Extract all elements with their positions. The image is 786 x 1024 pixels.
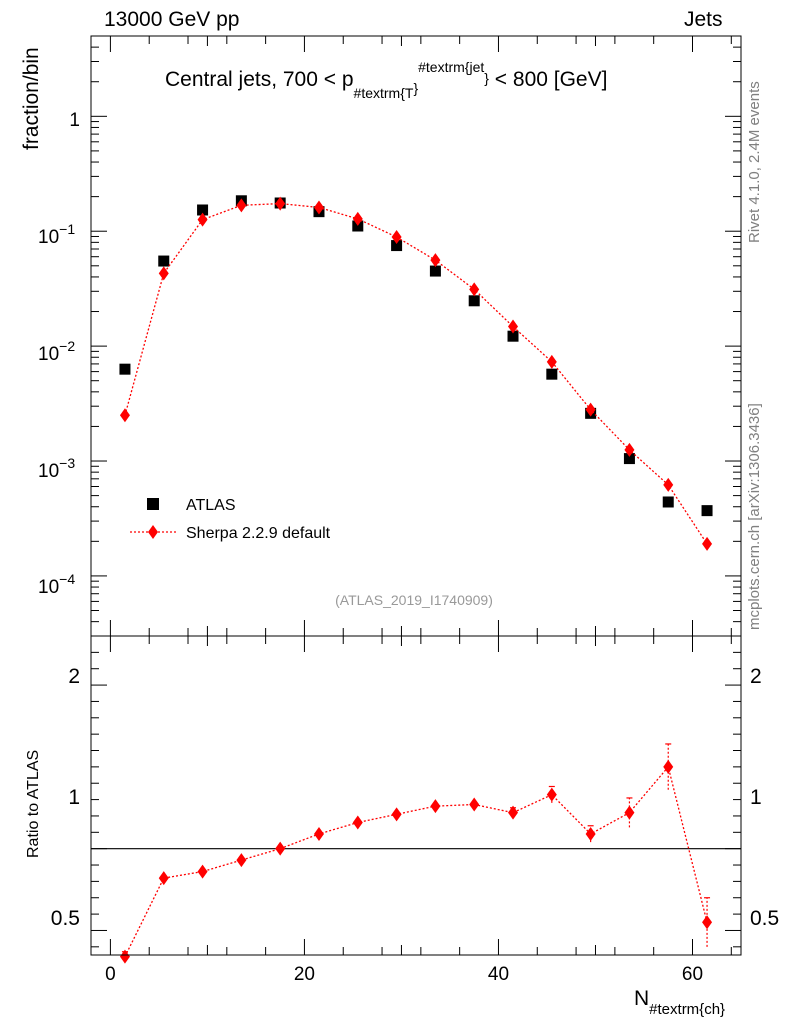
ratio-data-point <box>197 864 208 879</box>
sherpa-data-point <box>158 266 169 281</box>
sherpa-curve <box>124 202 708 545</box>
x-tick-label: 60 <box>682 964 703 985</box>
main-title: Central jets, 700 < p#textrm{T}#textrm{j… <box>165 59 607 101</box>
x-tick-label: 0 <box>105 964 116 985</box>
legend-atlas-marker <box>147 498 159 510</box>
analysis-id-watermark: (ATLAS_2019_I1740909) <box>335 592 493 608</box>
ratio-panel-frame <box>90 635 742 956</box>
legend-sherpa-marker <box>148 525 158 539</box>
atlas-data-point <box>197 204 209 216</box>
ratio-data-point <box>275 841 286 856</box>
y-tick-label-1: 1 <box>69 110 80 131</box>
x-tick-label: 20 <box>294 964 315 985</box>
ratio-curve <box>124 765 708 957</box>
ratio-data-point <box>391 807 402 822</box>
atlas-data-point <box>623 453 635 465</box>
y-tick-label-1e-2: 10−2 <box>38 338 75 365</box>
main-panel-marks <box>119 195 713 551</box>
ratio-panel-marks <box>91 743 741 964</box>
y-tick-label-1e-3: 10−3 <box>38 455 75 482</box>
axes-frames: 0 20 40 60 <box>90 35 742 985</box>
ratio-data-point <box>508 805 519 820</box>
sherpa-data-point <box>702 536 713 551</box>
ratio-y-tick-label-1: 1 <box>68 786 80 809</box>
y-tick-label-1e-1: 10−1 <box>38 221 75 248</box>
ratio-y-tick-label-1-right: 1 <box>750 786 762 809</box>
ratio-y-tick-label-0-5-right: 0.5 <box>750 907 779 930</box>
ratio-y-tick-label-2-right: 2 <box>750 665 762 688</box>
legend: ATLAS Sherpa 2.2.9 default <box>130 497 331 542</box>
atlas-data-point <box>468 295 480 307</box>
sherpa-data-point <box>469 282 480 297</box>
ratio-data-point <box>158 871 169 886</box>
y-tick-label-1e-4: 10−4 <box>38 571 75 598</box>
legend-sherpa-label: Sherpa 2.2.9 default <box>186 525 331 542</box>
ratio-data-point <box>469 797 480 812</box>
ratio-y-axis-title: Ratio to ATLAS <box>25 750 42 858</box>
legend-atlas-label: ATLAS <box>186 497 236 514</box>
atlas-data-point <box>391 240 403 252</box>
sherpa-data-point <box>197 212 208 227</box>
atlas-data-point <box>119 363 131 375</box>
ratio-data-point <box>236 853 247 868</box>
sherpa-data-point <box>585 402 596 417</box>
ratio-data-point <box>663 759 674 774</box>
atlas-data-point <box>507 330 519 342</box>
x-tick-label: 40 <box>488 964 509 985</box>
x-axis-title: N#textrm{ch} <box>634 987 725 1018</box>
atlas-data-point <box>429 265 441 277</box>
collision-energy-label: 13000 GeV pp <box>104 8 240 31</box>
main-panel-frame <box>90 35 742 637</box>
sherpa-data-point <box>546 354 557 369</box>
atlas-data-point <box>546 368 558 380</box>
ratio-y-tick-label-2: 2 <box>68 665 80 688</box>
main-y-axis-title: fraction/bin <box>20 47 43 150</box>
sherpa-data-point <box>391 230 402 245</box>
atlas-data-point <box>662 496 674 508</box>
ratio-data-point <box>546 787 557 802</box>
process-label: Jets <box>684 8 723 31</box>
sherpa-data-point <box>624 442 635 457</box>
ratio-data-point <box>313 826 324 841</box>
ratio-data-point <box>702 915 713 930</box>
ratio-data-point <box>352 815 363 830</box>
sherpa-data-point <box>430 253 441 268</box>
sherpa-data-point <box>313 200 324 215</box>
ratio-data-point <box>624 805 635 820</box>
sherpa-data-point <box>275 196 286 211</box>
ratio-data-point <box>585 826 596 841</box>
atlas-data-point <box>701 505 713 517</box>
sherpa-data-point <box>508 319 519 334</box>
sherpa-data-point <box>236 198 247 213</box>
sherpa-data-point <box>119 408 130 423</box>
ratio-y-tick-label-0-5: 0.5 <box>51 907 80 930</box>
atlas-data-point <box>352 220 364 232</box>
ratio-data-point <box>119 949 130 964</box>
sherpa-data-point <box>663 477 674 492</box>
atlas-data-point <box>158 255 170 267</box>
ratio-data-point <box>430 799 441 814</box>
sherpa-data-point <box>352 211 363 226</box>
